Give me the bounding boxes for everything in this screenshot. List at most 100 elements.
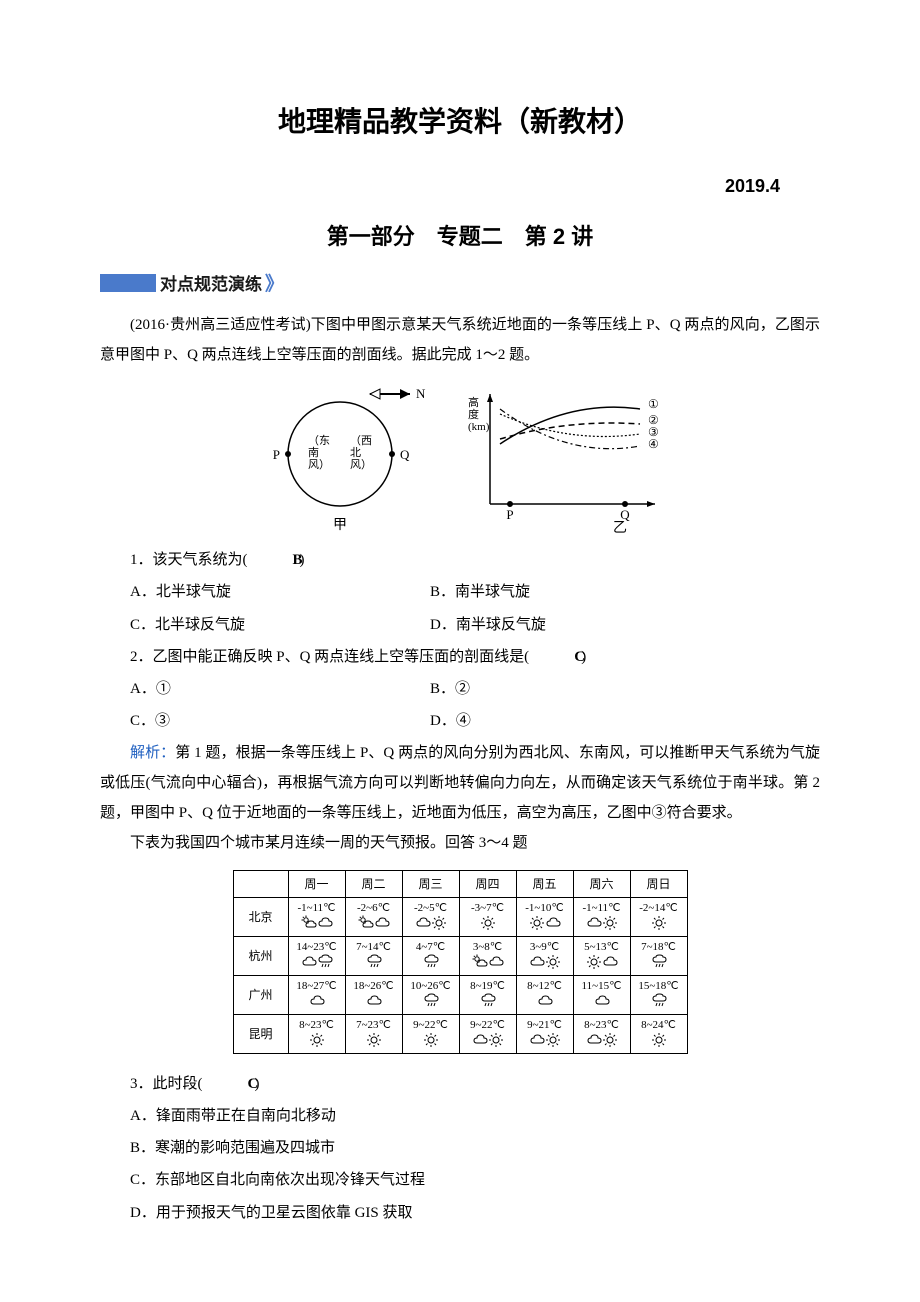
weather-cell: -2~14℃ — [630, 897, 687, 936]
weather-row: 北京-1~11℃-2~6℃-2~5℃-3~7℃-1~10℃-1~11℃-2~14… — [233, 897, 687, 936]
weather-header-row: 周一 周二 周三 周四 周五 周六 周日 — [233, 870, 687, 897]
c-icon — [317, 915, 333, 931]
label-p: P — [273, 447, 280, 462]
svg-text:①: ① — [648, 397, 659, 411]
label-q: Q — [400, 447, 410, 462]
s-icon — [602, 915, 618, 931]
svg-text:N: N — [416, 386, 426, 401]
r-icon — [366, 954, 382, 970]
weather-cell: -1~10℃ — [516, 897, 573, 936]
figure-row-1: P Q （东南风） （西北风） N 甲 高度(km) P Q — [100, 384, 820, 534]
figure-jia: P Q （东南风） （西北风） N 甲 — [250, 384, 430, 534]
c-icon — [488, 954, 504, 970]
intro-paragraph-2: 下表为我国四个城市某月连续一周的天气预报。回答 3～4 题 — [100, 828, 820, 858]
c-icon — [529, 954, 545, 970]
weather-day-1: 周一 — [288, 870, 345, 897]
pc-icon — [358, 915, 374, 931]
s-icon — [480, 915, 496, 931]
weather-city-cell: 广州 — [233, 975, 288, 1014]
weather-cell: -2~5℃ — [402, 897, 459, 936]
s-icon — [431, 915, 447, 931]
intro-paragraph-1: (2016·贵州高三适应性考试)下图中甲图示意某天气系统近地面的一条等压线上 P… — [100, 310, 820, 370]
weather-cell: 18~26℃ — [345, 975, 402, 1014]
c-icon — [415, 915, 431, 931]
weather-cell: 9~21℃ — [516, 1014, 573, 1053]
svg-text:④: ④ — [648, 437, 659, 451]
weather-day-6: 周六 — [573, 870, 630, 897]
pc-icon — [472, 954, 488, 970]
q2-options-row2: C．③ D．④ — [100, 705, 820, 737]
q1-options-row1: A．北半球气旋 B．南半球气旋 — [100, 576, 820, 608]
document-page: 地理精品教学资料（新教材） 2019.4 第一部分 专题二 第 2 讲 对点规范… — [0, 0, 920, 1289]
svg-text:P: P — [506, 507, 513, 522]
weather-day-5: 周五 — [516, 870, 573, 897]
weather-cell: 5~13℃ — [573, 936, 630, 975]
weather-cell: 3~9℃ — [516, 936, 573, 975]
c-icon — [594, 993, 610, 1009]
c-icon — [366, 993, 382, 1009]
pc-icon — [301, 915, 317, 931]
weather-row: 昆明8~23℃7~23℃9~22℃9~22℃9~21℃8~23℃8~24℃ — [233, 1014, 687, 1053]
r-icon — [480, 993, 496, 1009]
weather-cell: 11~15℃ — [573, 975, 630, 1014]
q3-opt-d: D．用于预报天气的卫星云图依靠 GIS 获取 — [100, 1197, 820, 1229]
c-icon — [537, 993, 553, 1009]
q1-opt-b: B．南半球气旋 — [430, 576, 530, 608]
s-icon — [488, 1032, 504, 1048]
weather-cell: -1~11℃ — [288, 897, 345, 936]
weather-cell: 9~22℃ — [459, 1014, 516, 1053]
weather-cell: 8~23℃ — [288, 1014, 345, 1053]
weather-cell: 7~14℃ — [345, 936, 402, 975]
s-icon — [366, 1032, 382, 1048]
weather-cell: 3~8℃ — [459, 936, 516, 975]
weather-cell: 7~23℃ — [345, 1014, 402, 1053]
s-icon — [651, 915, 667, 931]
q2-opt-a: A．① — [130, 673, 430, 705]
analysis-1: 解析：第 1 题，根据一条等压线上 P、Q 两点的风向分别为西北风、东南风，可以… — [100, 738, 820, 828]
c-icon — [309, 993, 325, 1009]
weather-corner-cell — [233, 870, 288, 897]
weather-day-3: 周三 — [402, 870, 459, 897]
practice-block-icon — [100, 274, 156, 292]
s-icon — [602, 1032, 618, 1048]
q1-opt-a: A．北半球气旋 — [130, 576, 430, 608]
q3-opt-a: A．锋面雨带正在自南向北移动 — [100, 1100, 820, 1132]
r-icon — [423, 993, 439, 1009]
weather-cell: -2~6℃ — [345, 897, 402, 936]
weather-cell: 4~7℃ — [402, 936, 459, 975]
c-icon — [545, 915, 561, 931]
q2-opt-b: B．② — [430, 673, 470, 705]
weather-cell: 8~23℃ — [573, 1014, 630, 1053]
practice-label: 对点规范演练 — [160, 270, 262, 295]
weather-cell: 9~22℃ — [402, 1014, 459, 1053]
q3-opt-b: B．寒潮的影响范围遍及四城市 — [100, 1132, 820, 1164]
weather-row: 广州18~27℃18~26℃10~26℃8~19℃8~12℃11~15℃15~1… — [233, 975, 687, 1014]
jia-caption: 甲 — [333, 518, 347, 533]
wind-q-label: （西北风） — [350, 434, 372, 471]
r-icon — [651, 993, 667, 1009]
q2-answer: C — [544, 641, 566, 673]
q3-opt-c: C．东部地区自北向南依次出现冷锋天气过程 — [100, 1164, 820, 1196]
weather-city-cell: 昆明 — [233, 1014, 288, 1053]
yi-caption: 乙 — [613, 520, 627, 534]
q1-opt-d: D．南半球反气旋 — [430, 609, 546, 641]
weather-row: 杭州14~23℃7~14℃4~7℃3~8℃3~9℃5~13℃7~18℃ — [233, 936, 687, 975]
q1-answer: B — [263, 544, 285, 576]
weather-cell: 8~19℃ — [459, 975, 516, 1014]
figure-yi: 高度(km) P Q ① ② ③ ④ 乙 — [460, 384, 670, 534]
q2-options-row1: A．① B．② — [100, 673, 820, 705]
weather-city-cell: 北京 — [233, 897, 288, 936]
practice-bar: 对点规范演练 》 — [100, 269, 820, 296]
analysis-label: 解析： — [130, 745, 175, 761]
c-icon — [586, 1032, 602, 1048]
c-icon — [529, 1032, 545, 1048]
q3-answer: C — [218, 1068, 240, 1100]
c-icon — [374, 915, 390, 931]
weather-cell: -1~11℃ — [573, 897, 630, 936]
svg-text:Q: Q — [620, 507, 630, 522]
s-icon — [545, 954, 561, 970]
s-icon — [651, 1032, 667, 1048]
weather-day-2: 周二 — [345, 870, 402, 897]
weather-cell: -3~7℃ — [459, 897, 516, 936]
q2-opt-c: C．③ — [130, 705, 430, 737]
